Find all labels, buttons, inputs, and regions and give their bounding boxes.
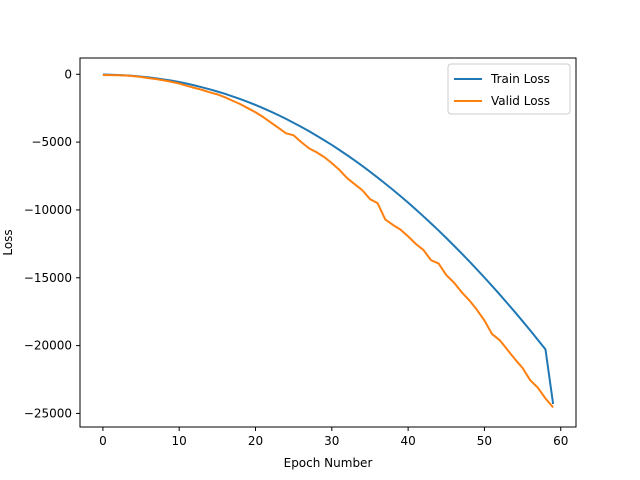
x-tick-label: 10 [172, 434, 187, 448]
y-axis-title: Loss [1, 229, 15, 255]
plot-lines [102, 73, 555, 408]
legend: Train Loss Valid Loss [447, 63, 571, 115]
y-axis: 0 −5000 −10000 −15000 −20000 −25000 [24, 67, 80, 420]
plot-frame [79, 57, 577, 428]
x-tick-label: 40 [400, 434, 415, 448]
x-tick-label: 60 [553, 434, 568, 448]
y-tick-label: −5000 [31, 135, 72, 149]
series-line-train-loss [102, 73, 555, 405]
x-axis: 0 10 20 30 40 50 60 [99, 427, 568, 448]
x-axis-title: Epoch Number [284, 456, 373, 470]
y-tick-label: 0 [64, 67, 72, 81]
legend-label-train-loss: Train Loss [490, 72, 550, 86]
y-tick-label: −20000 [24, 339, 72, 353]
series-line-valid-loss [102, 73, 554, 408]
y-tick-label: −10000 [24, 203, 72, 217]
y-tick-label: −15000 [24, 271, 72, 285]
legend-label-valid-loss: Valid Loss [491, 94, 550, 108]
x-tick-label: 30 [324, 434, 339, 448]
x-tick-label: 0 [99, 434, 107, 448]
y-tick-label: −25000 [24, 406, 72, 420]
x-tick-label: 50 [477, 434, 492, 448]
x-tick-label: 20 [248, 434, 263, 448]
